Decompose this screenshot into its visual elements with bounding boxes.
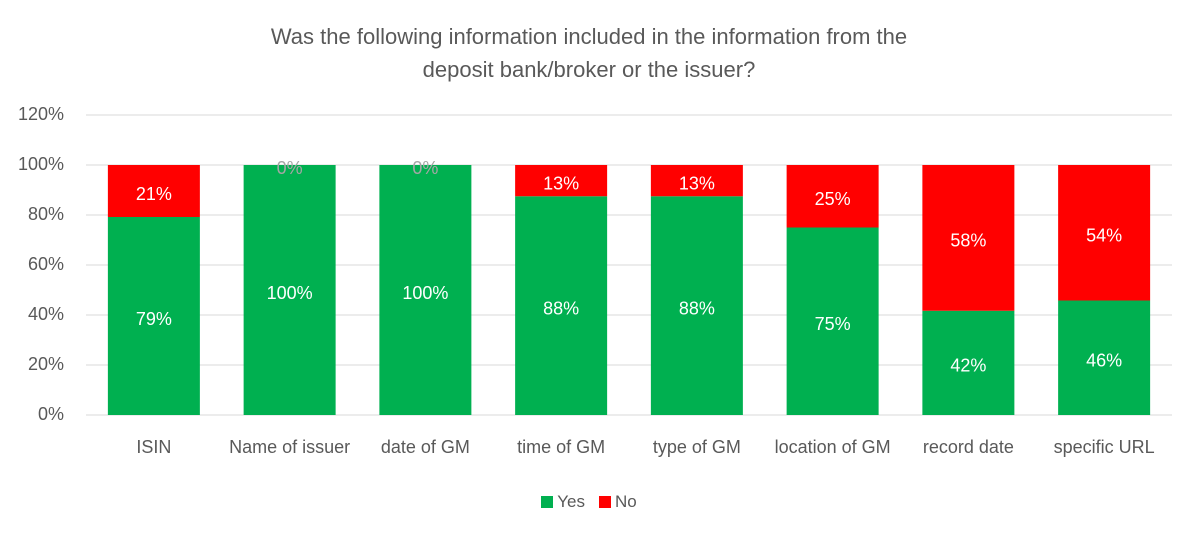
data-label: 25% bbox=[815, 189, 851, 209]
bar-segment bbox=[107, 217, 200, 415]
y-tick-label: 100% bbox=[18, 154, 64, 174]
legend-item: No bbox=[599, 492, 637, 512]
data-label: 0% bbox=[412, 158, 438, 178]
legend-label: Yes bbox=[557, 492, 585, 511]
y-tick-label: 80% bbox=[28, 204, 64, 224]
x-tick-label: record date bbox=[922, 437, 1014, 457]
bar-segment bbox=[1058, 165, 1151, 301]
legend-label: No bbox=[615, 492, 637, 511]
bar-segment bbox=[786, 227, 879, 415]
y-tick-label: 20% bbox=[28, 354, 64, 374]
x-tick-label: Name of issuer bbox=[229, 437, 351, 457]
bar-segment bbox=[243, 165, 336, 415]
bar-segment bbox=[515, 165, 608, 197]
x-tick-label: date of GM bbox=[380, 437, 470, 457]
data-label: 88% bbox=[543, 298, 579, 318]
data-label: 88% bbox=[679, 298, 715, 318]
y-tick-label: 120% bbox=[18, 104, 64, 124]
data-label: 13% bbox=[543, 173, 579, 193]
chart-title: Was the following information included i… bbox=[270, 24, 908, 82]
data-label: 79% bbox=[136, 309, 172, 329]
bar-segment bbox=[515, 196, 608, 415]
bar-segment bbox=[650, 196, 743, 415]
data-label: 54% bbox=[1086, 226, 1122, 246]
bar-segment bbox=[1058, 300, 1151, 415]
x-tick-label: type of GM bbox=[652, 437, 741, 457]
bar-segment bbox=[922, 310, 1015, 415]
data-label: 42% bbox=[950, 356, 986, 376]
data-label: 100% bbox=[267, 283, 313, 303]
x-tick-label: specific URL bbox=[1053, 437, 1155, 457]
x-tick-label: time of GM bbox=[517, 437, 606, 457]
bar-segment bbox=[379, 165, 472, 415]
data-label: 75% bbox=[815, 314, 851, 334]
data-label: 100% bbox=[402, 283, 448, 303]
bar-segment bbox=[922, 165, 1015, 311]
x-tick-label: location of GM bbox=[774, 437, 891, 457]
bar-segment bbox=[650, 165, 743, 197]
legend-item: Yes bbox=[541, 492, 585, 512]
bar-segment bbox=[107, 165, 200, 217]
y-tick-label: 40% bbox=[28, 304, 64, 324]
data-label: 46% bbox=[1086, 351, 1122, 371]
data-label: 0% bbox=[277, 158, 303, 178]
x-tick-label: ISIN bbox=[136, 437, 172, 457]
legend-swatch bbox=[599, 496, 611, 508]
legend: Yes No bbox=[0, 492, 1178, 512]
bar-segment bbox=[786, 165, 879, 228]
data-label: 58% bbox=[950, 231, 986, 251]
y-tick-label: 60% bbox=[28, 254, 64, 274]
legend-swatch bbox=[541, 496, 554, 508]
y-tick-label: 0% bbox=[38, 404, 64, 424]
data-label: 21% bbox=[136, 184, 172, 204]
data-label: 13% bbox=[679, 173, 715, 193]
